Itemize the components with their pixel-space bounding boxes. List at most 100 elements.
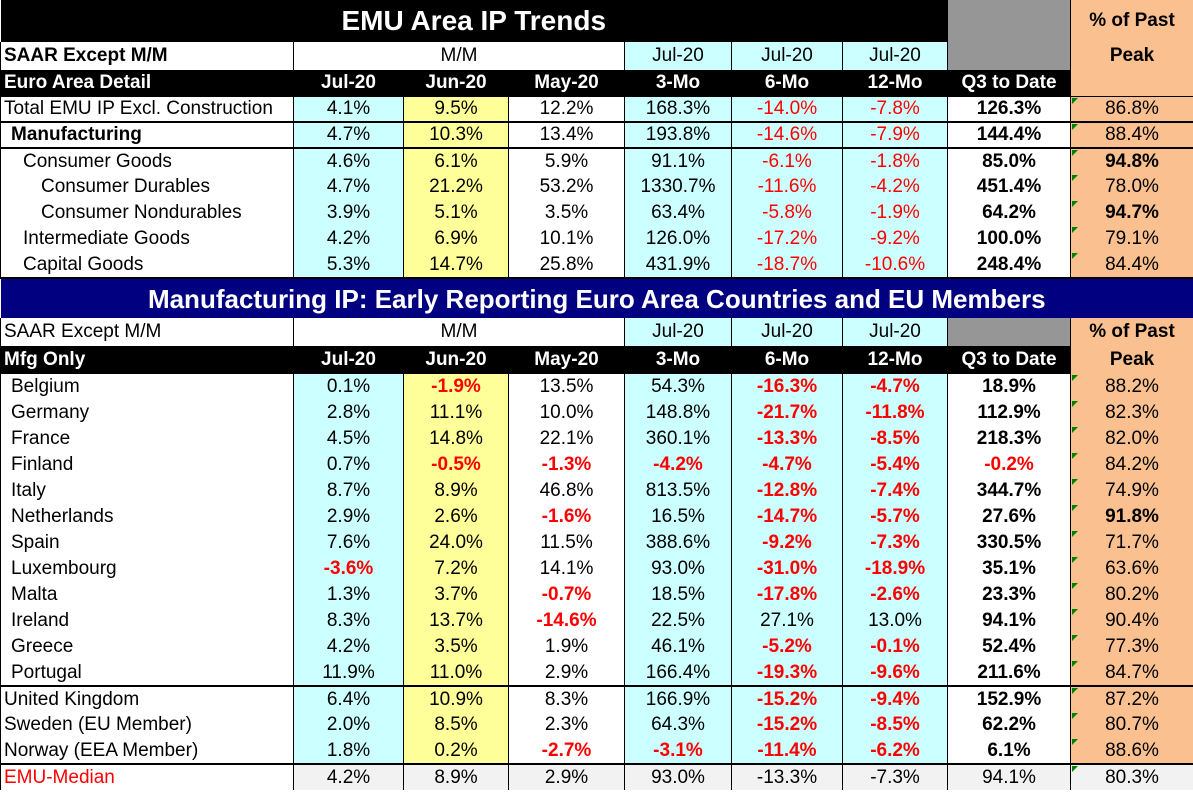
cell-q3: 94.1% — [947, 763, 1072, 790]
col-12mo: 12-Mo — [842, 70, 949, 96]
cell-m3: 813.5% — [624, 478, 732, 504]
cell-q3: 6.1% — [947, 738, 1072, 764]
cell-jun: 10.9% — [403, 685, 509, 712]
cell-m3: 63.4% — [624, 200, 732, 226]
cell-peak: 82.0% — [1070, 426, 1193, 452]
cell-q3: 112.9% — [947, 400, 1072, 426]
cell-m6: -13.3% — [731, 763, 843, 790]
cell-m12: -9.4% — [842, 685, 949, 712]
cell-q3: 18.9% — [947, 374, 1072, 400]
cell-m12: -7.8% — [842, 95, 949, 122]
cell-may: 10.1% — [508, 226, 625, 252]
cell-jun: 11.1% — [403, 400, 509, 426]
table-row: Consumer Durables 4.7% 21.2% 53.2% 1330.7% -1… — [0, 174, 1193, 200]
peak-header-top: % of Past — [1070, 0, 1193, 42]
cell-m6: -19.3% — [731, 660, 843, 686]
cell-m6: -11.6% — [731, 174, 843, 200]
cell-q3: 27.6% — [947, 504, 1072, 530]
cell-q3: 35.1% — [947, 556, 1072, 582]
cell-m12: -8.5% — [842, 712, 949, 738]
cell-peak: 82.3% — [1070, 400, 1193, 426]
cell-m6: -11.4% — [731, 738, 843, 764]
cell-label: Finland — [0, 452, 294, 478]
cell-label: Capital Goods — [0, 252, 294, 278]
cell-peak: 88.2% — [1070, 374, 1193, 400]
cell-may: 2.3% — [508, 712, 625, 738]
cell-m6: -13.3% — [731, 426, 843, 452]
cell-m3: 64.3% — [624, 712, 732, 738]
cell-m12: -18.9% — [842, 556, 949, 582]
cell-m12: -0.1% — [842, 634, 949, 660]
table-row: Greece 4.2% 3.5% 1.9% 46.1% -5.2% -0.1% 52.4% 77… — [0, 634, 1193, 660]
cell-q3: 451.4% — [947, 174, 1072, 200]
cell-q3: 23.3% — [947, 582, 1072, 608]
cell-peak: 90.4% — [1070, 608, 1193, 634]
table-row: Intermediate Goods 4.2% 6.9% 10.1% 126.0% -17… — [0, 226, 1193, 252]
cell-peak: 94.7% — [1070, 200, 1193, 226]
cell-m3: 166.9% — [624, 685, 732, 712]
header-gray-block-2 — [947, 318, 1072, 346]
cell-may: 25.8% — [508, 252, 625, 278]
cell-q3: 330.5% — [947, 530, 1072, 556]
table-row: France 4.5% 14.8% 22.1% 360.1% -13.3% -8.5% 218… — [0, 426, 1193, 452]
cell-label: United Kingdom — [0, 685, 294, 712]
cell-m3: 54.3% — [624, 374, 732, 400]
cell-peak: 84.2% — [1070, 452, 1193, 478]
cell-jul: 4.7% — [293, 174, 404, 200]
cell-label: Intermediate Goods — [0, 226, 294, 252]
jul-3mo-header: Jul-20 — [624, 42, 732, 70]
cell-label: Consumer Durables — [0, 174, 294, 200]
jul-6mo-header: Jul-20 — [731, 42, 843, 70]
cell-m6: -17.8% — [731, 582, 843, 608]
cell-m6: -14.0% — [731, 95, 843, 122]
cell-label: Total EMU IP Excl. Construction — [0, 95, 294, 122]
cell-m6: -4.7% — [731, 452, 843, 478]
cell-m3: 93.0% — [624, 763, 732, 790]
cell-m3: 22.5% — [624, 608, 732, 634]
cell-m12: 13.0% — [842, 608, 949, 634]
cell-q3: 100.0% — [947, 226, 1072, 252]
header-gray-block — [947, 0, 1072, 70]
cell-m12: -7.4% — [842, 478, 949, 504]
cell-label: Sweden (EU Member) — [0, 712, 294, 738]
cell-label: Consumer Goods — [0, 147, 294, 174]
col-jul: Jul-20 — [293, 70, 404, 96]
cell-m12: -1.8% — [842, 147, 949, 174]
cell-label: EMU-Median — [0, 763, 294, 790]
cell-label: Italy — [0, 478, 294, 504]
cell-may: 13.5% — [508, 374, 625, 400]
cell-m3: -3.1% — [624, 738, 732, 764]
peak-header-bottom-2: Peak — [1070, 346, 1193, 374]
table-row: Portugal 11.9% 11.0% 2.9% 166.4% -19.3% -9.6% 2… — [0, 660, 1193, 686]
cell-jun: 2.6% — [403, 504, 509, 530]
cell-m3: 16.5% — [624, 504, 732, 530]
cell-m6: -31.0% — [731, 556, 843, 582]
cell-peak: 91.8% — [1070, 504, 1193, 530]
cell-peak: 84.7% — [1070, 660, 1193, 686]
cell-q3: 94.1% — [947, 608, 1072, 634]
cell-peak: 78.0% — [1070, 174, 1193, 200]
section-banner: Manufacturing IP: Early Reporting Euro A… — [0, 277, 1193, 318]
cell-jul: 4.2% — [293, 763, 404, 790]
cell-peak: 80.2% — [1070, 582, 1193, 608]
peak-header-bottom: Peak — [1070, 42, 1193, 70]
cell-m6: -15.2% — [731, 712, 843, 738]
cell-may: 46.8% — [508, 478, 625, 504]
cell-may: 3.5% — [508, 200, 625, 226]
euro-area-detail-label: Euro Area Detail — [0, 70, 294, 96]
cell-label: Ireland — [0, 608, 294, 634]
cell-q3: 52.4% — [947, 634, 1072, 660]
cell-label: Greece — [0, 634, 294, 660]
cell-may: -14.6% — [508, 608, 625, 634]
col-6mo: 6-Mo — [731, 70, 843, 96]
col-6mo-2: 6-Mo — [731, 346, 843, 374]
table-row: Manufacturing 4.7% 10.3% 13.4% 193.8% -14.6% -… — [0, 121, 1193, 148]
cell-m6: -14.7% — [731, 504, 843, 530]
col-may: May-20 — [508, 70, 625, 96]
col-q3-2: Q3 to Date — [947, 346, 1072, 374]
jul-6mo-header-2: Jul-20 — [731, 318, 843, 346]
cell-jun: 10.3% — [403, 121, 509, 148]
cell-jul: 2.0% — [293, 712, 404, 738]
cell-m3: 431.9% — [624, 252, 732, 278]
